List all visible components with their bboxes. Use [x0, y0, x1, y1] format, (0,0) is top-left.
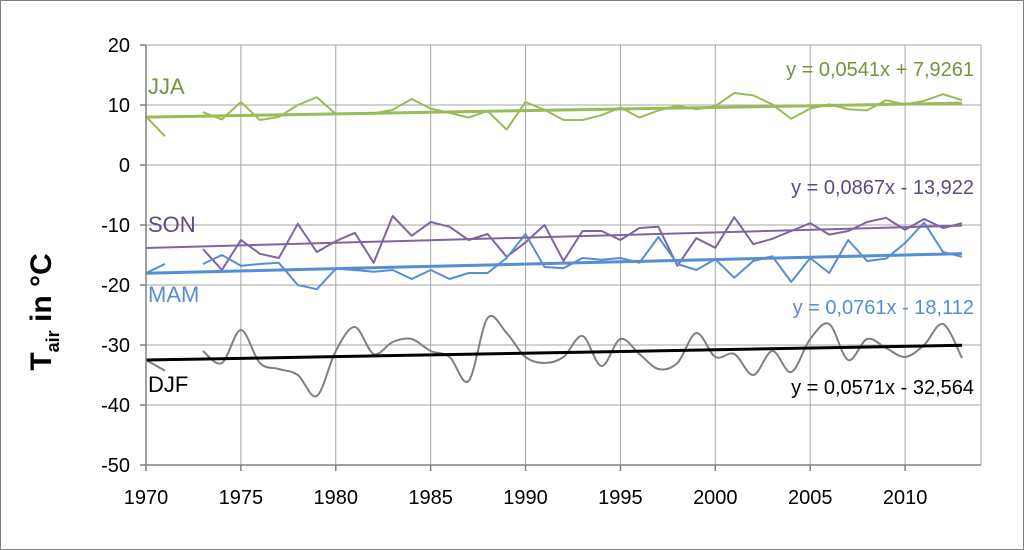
trend-line-mam — [145, 252, 963, 275]
x-tick-label: 1990 — [503, 487, 548, 509]
trend-equation-jja: y = 0,0541x + 7,9261 — [786, 59, 974, 81]
y-tick-label: -50 — [101, 455, 130, 477]
x-tick-label: 2005 — [788, 487, 833, 509]
series-label-jja: JJA — [148, 74, 185, 99]
series-label-son: SON — [148, 212, 196, 237]
series-label-mam: MAM — [148, 282, 199, 307]
trend-line-djf — [145, 343, 963, 362]
y-tick-label: -20 — [101, 275, 130, 297]
trend-line-jja — [145, 101, 963, 119]
y-tick-label: -10 — [101, 215, 130, 237]
x-tick-label: 2000 — [693, 487, 738, 509]
y-axis-label: Tair in °C — [25, 253, 63, 370]
y-axis-label-subscript: air — [43, 330, 63, 352]
series-line-son — [202, 215, 963, 271]
trend-equation-son: y = 0,0867x - 13,922 — [791, 177, 974, 199]
series-label-djf: DJF — [148, 372, 188, 397]
series-line-jja — [145, 115, 166, 137]
y-tick-label: -30 — [101, 335, 130, 357]
y-tick-label: 10 — [108, 95, 130, 117]
series-line-djf — [202, 315, 963, 398]
y-tick-label: 20 — [108, 35, 130, 57]
series-line-jja — [202, 92, 963, 131]
trend-lines — [145, 101, 963, 362]
series-line-mam — [145, 263, 166, 274]
trend-line-son — [145, 224, 963, 250]
series-line-djf — [145, 359, 166, 372]
series-annotations: JJA y = 0,0541x + 7,9261 SON y = 0,0867x - … — [148, 59, 974, 399]
x-tick-label: 1975 — [219, 487, 264, 509]
x-tick-label: 1995 — [598, 487, 643, 509]
y-tick-label: 0 — [119, 155, 130, 177]
y-axis-label-main: T — [25, 352, 58, 370]
x-tick-label: 1985 — [408, 487, 453, 509]
trend-equation-mam: y = 0,0761x - 18,112 — [793, 297, 974, 319]
series-line-mam — [202, 221, 963, 291]
x-tick-label: 1980 — [314, 487, 359, 509]
x-tick-label: 1970 — [124, 487, 169, 509]
y-axis-label-unit: in °C — [25, 253, 58, 330]
x-tick-label: 2010 — [883, 487, 928, 509]
y-tick-label: -40 — [101, 395, 130, 417]
trend-equation-djf: y = 0,0571x - 32,564 — [791, 377, 974, 399]
